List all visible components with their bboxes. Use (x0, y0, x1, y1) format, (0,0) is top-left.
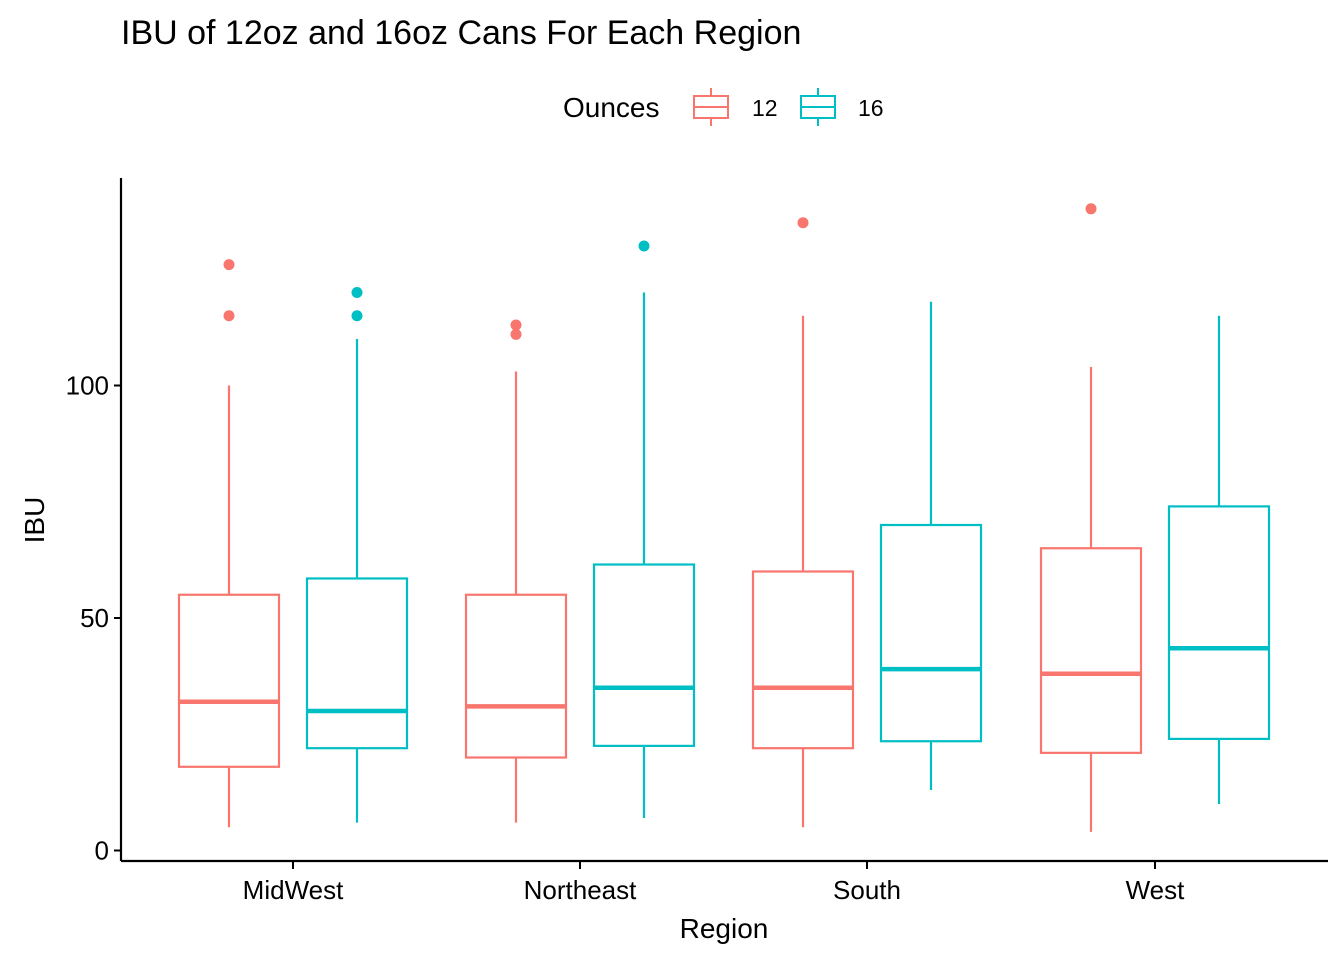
legend-label: 12 (752, 95, 778, 121)
box-body (879, 523, 983, 743)
box-16-northeast (592, 240, 696, 818)
legend-key-12: 12 (693, 88, 778, 126)
legend-items: 12 16 (693, 88, 884, 126)
box-12-midwest (177, 259, 281, 828)
chart-title: IBU of 12oz and 16oz Cans For Each Regio… (121, 14, 801, 52)
y-tick-label: 0 (95, 836, 109, 866)
box-body (464, 593, 568, 759)
outlier-point (1085, 203, 1097, 215)
legend: Ounces 12 16 (563, 88, 884, 126)
x-tick-label: South (833, 875, 901, 905)
box-16-west (1167, 315, 1271, 804)
box-body (592, 563, 696, 747)
box-16-south (879, 301, 983, 791)
box-12-south (751, 217, 855, 828)
box-body (1039, 547, 1143, 754)
legend-title: Ounces (563, 92, 660, 123)
legend-label: 16 (858, 95, 884, 121)
y-tick-label: 100 (66, 371, 109, 401)
box-body (177, 593, 281, 768)
box-16-midwest (305, 287, 409, 823)
outlier-point (351, 310, 363, 322)
outlier-point (351, 287, 363, 298)
outlier-point (638, 240, 650, 252)
x-tick-label: MidWest (243, 875, 344, 905)
outlier-point (797, 217, 809, 229)
box-12-northeast (464, 319, 568, 823)
outlier-point (223, 310, 235, 322)
plot-area: 0 50 100 MidWest Northeast South West (66, 178, 1328, 905)
x-tick-label: West (1126, 875, 1186, 905)
box-body (751, 570, 855, 750)
y-tick-label: 50 (80, 603, 109, 633)
x-axis-title: Region (680, 913, 769, 944)
x-tick-label: Northeast (524, 875, 637, 905)
outlier-point (510, 319, 522, 331)
box-body (305, 577, 409, 750)
box-body (1167, 505, 1271, 740)
outlier-point (510, 328, 522, 340)
outlier-point (223, 259, 235, 271)
box-12-west (1039, 203, 1143, 832)
y-axis-title: IBU (19, 497, 50, 544)
legend-key-16: 16 (800, 88, 884, 126)
